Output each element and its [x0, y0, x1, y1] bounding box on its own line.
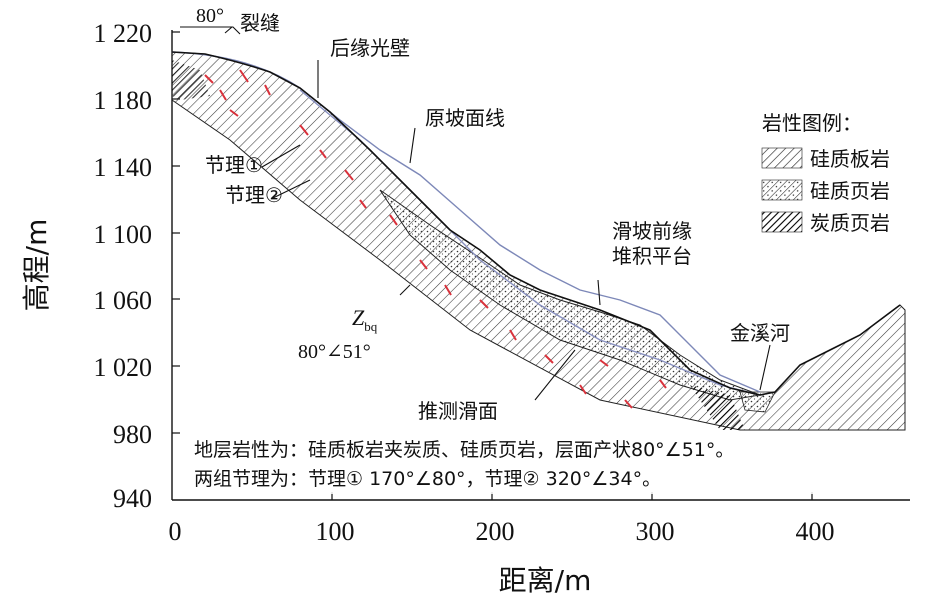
y-tick-label: 980: [113, 420, 152, 449]
geologic-section: [171, 51, 906, 431]
legend-item-label: 硅质板岩: [810, 147, 890, 171]
carbon-shale-lens: [690, 385, 745, 430]
red-fracture-marks: [204, 69, 667, 409]
note-line-1: 地层岩性为：硅质板岩夹炭质、硅质页岩，层面产状80°∠51°。: [194, 439, 734, 461]
original-slope-label: 原坡面线: [425, 106, 505, 130]
y-tick-label: 1 140: [94, 153, 153, 182]
x-tick-label: 0: [169, 517, 182, 546]
note-line-2: 两组节理为：节理① 170°∠80°，节理② 320°∠34°。: [194, 468, 661, 490]
x-tick-label: 200: [476, 517, 515, 546]
x-tick-label: 100: [316, 517, 355, 546]
x-axis-title: 距离/m: [499, 564, 592, 597]
y-tick-label: 1 180: [94, 86, 153, 115]
bedrock-slate: [171, 51, 906, 431]
landslide-deposit: [379, 189, 762, 401]
y-tick-label: 1 060: [94, 286, 153, 315]
y-axis-title: 高程/m: [20, 219, 53, 312]
y-tick-label: 940: [113, 484, 152, 513]
formation-label: Zbq: [352, 305, 378, 334]
toe-deposit: [739, 391, 776, 413]
legend-title: 岩性图例：: [762, 111, 862, 135]
sliding-surface-label: 推测滑面: [418, 399, 498, 423]
legend-swatch-slate: [761, 147, 803, 169]
annotations: 80° 裂缝 后缘光壁 原坡面线 节理① 节理② 滑坡前缘 堆积平台 Zbq 8…: [196, 5, 790, 423]
notes: 地层岩性为：硅质板岩夹炭质、硅质页岩，层面产状80°∠51°。 两组节理为：节理…: [190, 432, 890, 494]
ground-surface: [171, 51, 901, 396]
carbon-shale-wedge: [172, 60, 210, 100]
dip-top-label: 80°: [196, 5, 224, 27]
joint2-label: 节理②: [225, 183, 283, 207]
y-tick-label: 1 020: [94, 353, 153, 382]
legend: 岩性图例： 硅质板岩 硅质页岩 炭质页岩: [761, 111, 890, 235]
y-tick-label: 1 100: [94, 220, 153, 249]
axes: 1 220 1 180 1 140 1 100 1 060 1 020 980 …: [20, 19, 910, 597]
back-wall-label: 后缘光壁: [330, 36, 410, 60]
legend-swatch-carbon-shale: [761, 211, 803, 233]
x-tick-label: 400: [796, 517, 835, 546]
river-label: 金溪河: [730, 321, 790, 345]
legend-item-label: 硅质页岩: [810, 179, 890, 203]
joint1-label: 节理①: [205, 153, 263, 177]
legend-item-label: 炭质页岩: [810, 211, 890, 235]
legend-swatch-siliceous-shale: [761, 179, 803, 201]
formation-attitude-label: 80°∠51°: [298, 341, 371, 363]
x-tick-label: 300: [636, 517, 675, 546]
leader-lines: [180, 26, 771, 401]
front-platform-label-1: 滑坡前缘: [612, 219, 692, 243]
y-tick-label: 1 220: [94, 19, 153, 48]
front-platform-label-2: 堆积平台: [612, 244, 692, 268]
crack-label: 裂缝: [240, 11, 280, 35]
